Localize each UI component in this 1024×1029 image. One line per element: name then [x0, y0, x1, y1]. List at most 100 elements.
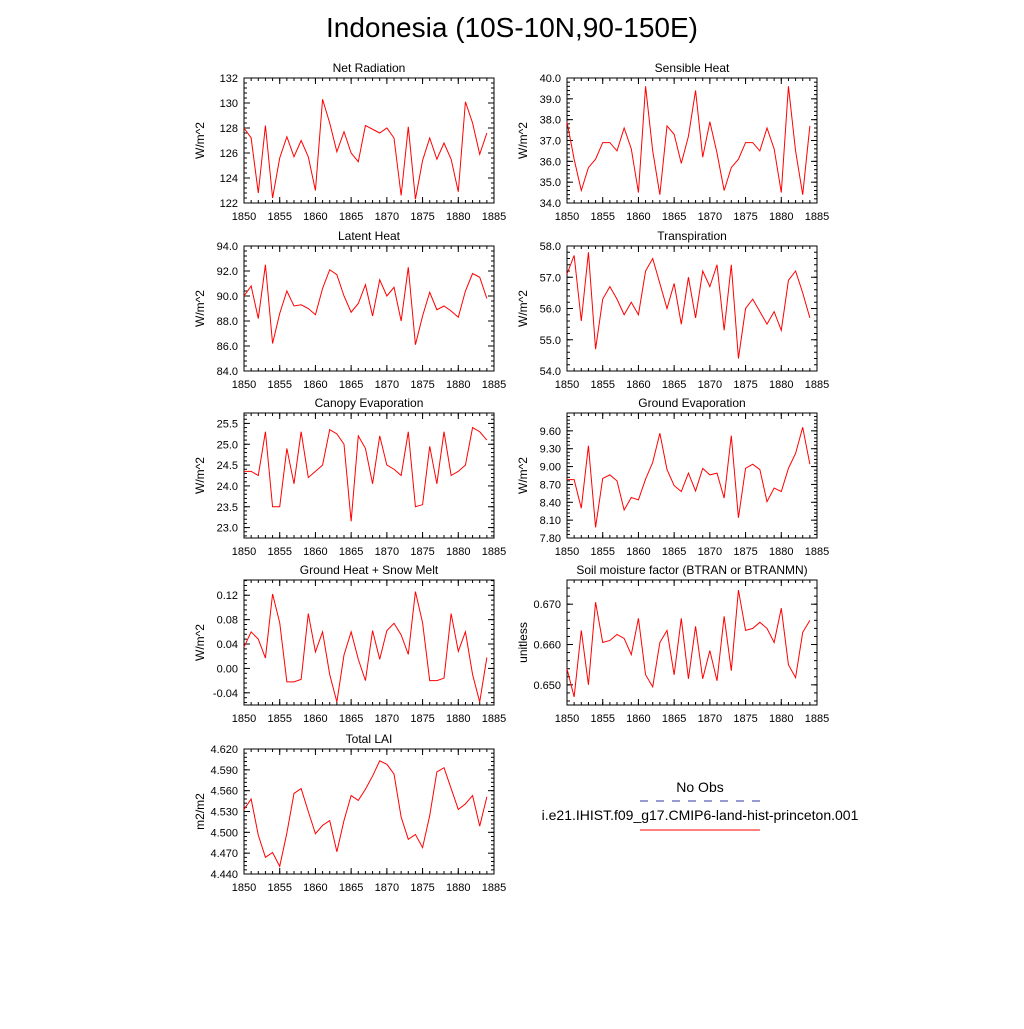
plot-frame	[243, 412, 495, 539]
series-line	[243, 760, 488, 868]
y-tick-label: 4.530	[210, 807, 238, 819]
panel-title: Transpiration	[657, 229, 727, 243]
panel-3: Latent Heat W/m^2 1850 1855 1860 1865 1870 1875…	[193, 229, 506, 391]
panel-9: Total LAI m2/m2 1850 1855 1860 1865 1870 1875 18…	[193, 732, 506, 894]
x-tick-label: 1875	[410, 379, 434, 391]
plot-frame	[243, 579, 495, 706]
x-tick-label: 1880	[446, 379, 470, 391]
figure-title: Indonesia (10S-10N,90-150E)	[325, 12, 698, 43]
series-line	[566, 86, 811, 195]
x-tick-label: 1885	[805, 713, 829, 725]
y-tick-label: 34.0	[540, 198, 561, 210]
x-tick-label: 1855	[267, 546, 291, 558]
y-tick-label: 9.30	[540, 444, 561, 456]
plot-frame	[243, 748, 495, 875]
y-axis-label: W/m^2	[193, 122, 207, 159]
y-tick-label: 0.650	[533, 680, 561, 692]
y-tick-label: -0.04	[213, 688, 238, 700]
x-tick-label: 1870	[698, 546, 722, 558]
x-tick-label: 1850	[555, 379, 579, 391]
y-tick-label: 0.04	[217, 639, 238, 651]
x-tick-label: 1885	[482, 211, 506, 223]
x-tick-label: 1870	[375, 546, 399, 558]
x-tick-label: 1885	[805, 546, 829, 558]
y-tick-label: 55.0	[540, 335, 561, 347]
y-axis-label: W/m^2	[516, 290, 530, 327]
y-axis-label: W/m^2	[193, 290, 207, 327]
panel-title: Soil moisture factor (BTRAN or BTRANMN)	[576, 563, 807, 577]
x-tick-label: 1850	[232, 379, 256, 391]
x-tick-label: 1855	[267, 882, 291, 894]
panel-title: Canopy Evaporation	[315, 396, 424, 410]
plot-frame	[243, 77, 495, 204]
x-tick-label: 1865	[339, 713, 363, 725]
x-tick-label: 1855	[267, 713, 291, 725]
y-tick-label: 8.40	[540, 497, 561, 509]
panel-8: Soil moisture factor (BTRAN or BTRANMN) u…	[516, 563, 829, 725]
x-tick-label: 1875	[410, 546, 434, 558]
x-tick-label: 1865	[339, 546, 363, 558]
y-tick-label: 9.00	[540, 462, 561, 474]
legend-model-label: i.e21.IHIST.f09_g17.CMIP6-land-hist-prin…	[541, 807, 859, 823]
x-tick-label: 1850	[555, 546, 579, 558]
y-tick-label: 130	[220, 98, 238, 110]
y-tick-label: 56.0	[540, 304, 561, 316]
panel-title: Sensible Heat	[655, 61, 730, 75]
y-tick-label: 124	[220, 173, 238, 185]
panel-5: Canopy Evaporation W/m^2 1850 1855 1860 1865 1…	[193, 396, 506, 558]
y-tick-label: 0.670	[533, 599, 561, 611]
y-tick-label: 24.5	[217, 460, 238, 472]
x-tick-label: 1885	[805, 379, 829, 391]
panel-6: Ground Evaporation W/m^2 1850 1855 1860 1865 1…	[516, 396, 829, 558]
x-tick-label: 1855	[267, 211, 291, 223]
panel-title: Net Radiation	[333, 61, 406, 75]
y-tick-label: 0.660	[533, 640, 561, 652]
x-tick-label: 1850	[232, 546, 256, 558]
y-tick-label: 38.0	[540, 115, 561, 127]
series-line	[243, 264, 488, 345]
x-tick-label: 1865	[662, 211, 686, 223]
x-tick-label: 1875	[733, 546, 757, 558]
panel-2: Sensible Heat W/m^2 1850 1855 1860 1865 1870 18…	[516, 61, 829, 223]
y-tick-label: 25.0	[217, 439, 238, 451]
x-tick-label: 1850	[555, 211, 579, 223]
x-tick-label: 1860	[303, 211, 327, 223]
series-line	[243, 591, 488, 703]
x-tick-label: 1865	[662, 546, 686, 558]
y-tick-label: 25.5	[217, 418, 238, 430]
x-tick-label: 1875	[733, 379, 757, 391]
y-tick-label: 4.590	[210, 765, 238, 777]
series-line	[243, 99, 488, 200]
y-tick-label: 94.0	[217, 241, 238, 253]
x-tick-label: 1850	[232, 713, 256, 725]
x-tick-label: 1860	[626, 379, 650, 391]
series-line	[566, 252, 811, 359]
x-tick-label: 1880	[769, 211, 793, 223]
series-line	[566, 589, 811, 698]
y-tick-label: 4.470	[210, 848, 238, 860]
plot-frame	[566, 579, 818, 706]
y-tick-label: 0.12	[217, 590, 238, 602]
y-tick-label: 37.0	[540, 136, 561, 148]
y-axis-label: W/m^2	[516, 122, 530, 159]
panel-title: Ground Evaporation	[638, 396, 745, 410]
y-tick-label: 126	[220, 148, 238, 160]
y-tick-label: 24.0	[217, 481, 238, 493]
x-tick-label: 1880	[446, 882, 470, 894]
x-tick-label: 1885	[482, 546, 506, 558]
x-tick-label: 1865	[339, 882, 363, 894]
x-tick-label: 1865	[339, 211, 363, 223]
y-axis-label: m2/m2	[193, 793, 207, 830]
plot-frame	[243, 245, 495, 372]
panel-7: Ground Heat + Snow Melt W/m^2 1850 1855 1860…	[193, 563, 506, 725]
x-tick-label: 1880	[769, 379, 793, 391]
x-tick-label: 1875	[410, 882, 434, 894]
x-tick-label: 1885	[482, 713, 506, 725]
y-tick-label: 90.0	[217, 291, 238, 303]
x-tick-label: 1885	[482, 379, 506, 391]
y-tick-label: 92.0	[217, 266, 238, 278]
x-tick-label: 1855	[267, 379, 291, 391]
x-tick-label: 1870	[375, 713, 399, 725]
series-line	[567, 427, 811, 528]
